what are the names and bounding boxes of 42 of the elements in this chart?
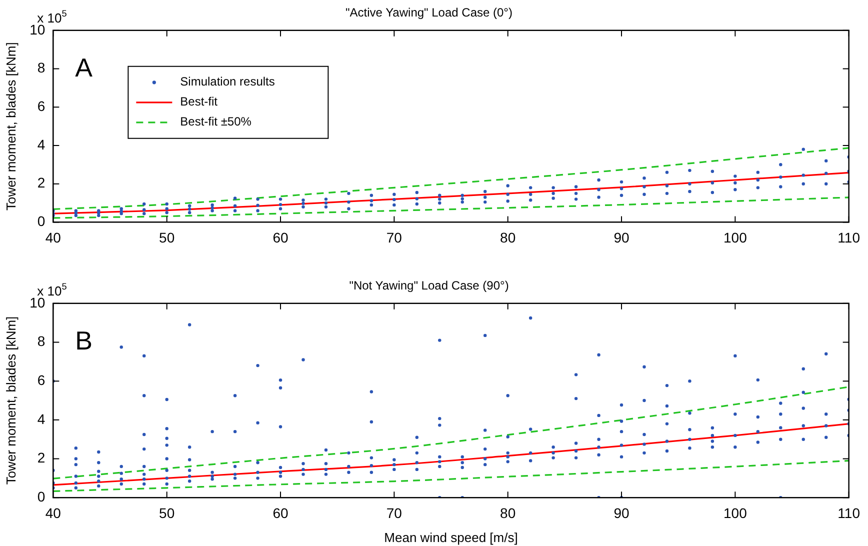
x-tick-label: 80	[500, 504, 516, 521]
x-tick-label: 110	[838, 229, 860, 246]
legend-label: Best-fit ±50%	[180, 114, 252, 129]
y-tick-label: 10	[30, 21, 46, 38]
x-tick-label: 50	[159, 229, 175, 246]
legend-label: Best-fit	[180, 94, 218, 109]
x-tick-label: 100	[723, 229, 748, 246]
x-tick-label: 100	[723, 504, 748, 521]
x-axis-title: Mean wind speed [m/s]	[384, 530, 518, 545]
y-axis-title: Tower moment, blades [kNm]	[3, 316, 18, 485]
y-tick-label: 6	[37, 372, 46, 388]
annotation: A	[75, 52, 94, 82]
y-tick-label: 8	[37, 60, 46, 76]
chart-title: "Active Yawing" Load Case (0°)	[346, 6, 512, 20]
y-tick-label: 0	[37, 213, 46, 230]
y-tick-label: 2	[37, 174, 46, 191]
x-tick-label: 40	[45, 504, 62, 521]
chart-title: "Not Yawing" Load Case (90°)	[349, 278, 509, 293]
line-series	[53, 423, 849, 486]
y-tick-label: 8	[37, 333, 46, 350]
x-tick-label: 80	[500, 229, 516, 246]
x-tick-label: 110	[838, 504, 860, 521]
line-series	[53, 460, 849, 492]
x-tick-label: 90	[614, 229, 630, 246]
y-tick-label: 6	[37, 98, 46, 114]
y-tick-label: 2	[37, 450, 46, 466]
y-axis-title: Tower moment, blades [kNm]	[3, 42, 18, 210]
x-tick-label: 60	[272, 229, 289, 246]
annotation: B	[75, 325, 93, 356]
x-tick-label: 40	[45, 229, 62, 246]
line-series	[53, 196, 849, 219]
x-tick-label: 50	[159, 504, 175, 521]
x-tick-label: 90	[614, 504, 630, 521]
y-tick-label: 10	[30, 294, 46, 310]
y-tick-label: 4	[37, 136, 46, 152]
legend-label: Simulation results	[180, 74, 275, 89]
y-tick-label: 4	[37, 410, 46, 427]
y-tick-label: 0	[37, 488, 46, 504]
line-series	[53, 386, 849, 480]
x-tick-label: 60	[272, 504, 289, 521]
x-tick-label: 70	[386, 504, 402, 521]
x-tick-label: 70	[386, 229, 402, 246]
